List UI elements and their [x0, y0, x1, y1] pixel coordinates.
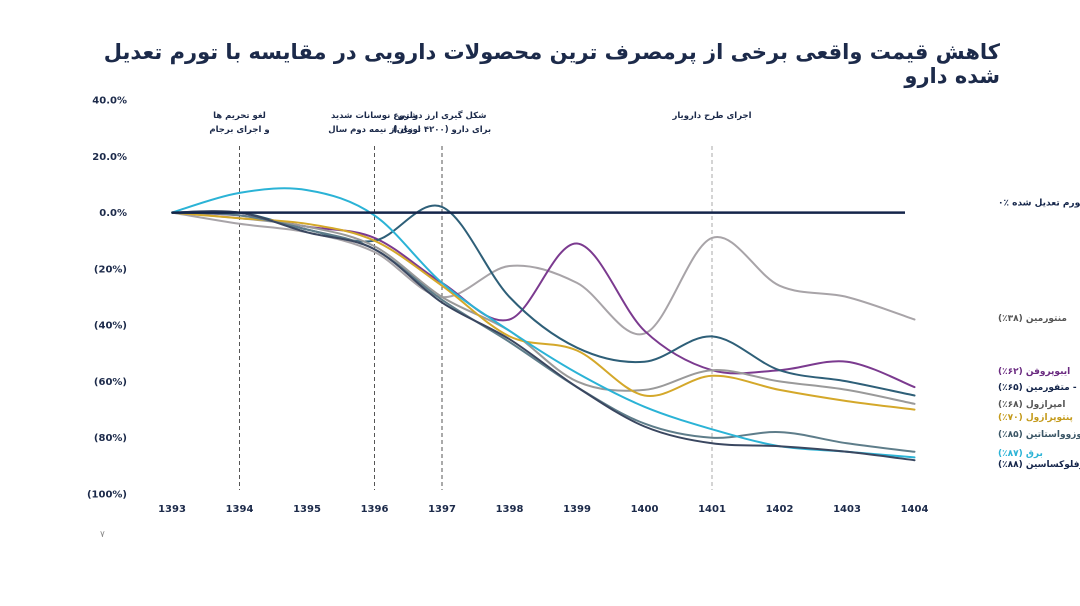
annotation-text: لغو تحریم ها: [213, 111, 266, 121]
annotations: لغو تحریم ها و اجرای برجام شروع نوسانات شد…: [209, 110, 752, 490]
y-tick-label: 0.0%: [99, 208, 127, 219]
y-tick-label: (20%): [94, 264, 127, 275]
y-tick-label: 20.0%: [92, 152, 127, 163]
series-labels: منتورمین (۳۸٪) ایبوپروفن (۶۲٪) سیتاگلیپتین…: [998, 314, 1080, 470]
series-label: امپرازول (۶۸٪): [998, 400, 1065, 410]
x-tick-label: 1394: [226, 504, 254, 515]
x-tick-label: 1404: [901, 504, 929, 515]
series-label: لووفلوکساسین (۸۸٪): [998, 460, 1080, 470]
series-line: [171, 211, 916, 411]
series-line: [171, 211, 916, 336]
x-tick-label: 1403: [833, 504, 861, 515]
x-tick-label: 1396: [361, 504, 389, 515]
annotation-text: شروع نوسانات شدید: [331, 111, 418, 121]
series-label: منتورمین (۳۸٪): [998, 314, 1067, 324]
series-line: [171, 211, 916, 453]
annotation-text: شکل گیری ارز دولتی: [398, 110, 487, 121]
y-tick-label: (60%): [94, 377, 127, 388]
x-axis: 1393 1394 1395 1396 1397 1398 1399 1400 1401 1402…: [158, 504, 928, 515]
reference-line-label: تورم تعدیل شده ٪۰: [998, 199, 1080, 209]
x-tick-label: 1395: [293, 504, 321, 515]
series-line: [171, 211, 916, 389]
annotation-text: ارزی از نیمه دوم سال: [328, 125, 421, 135]
y-tick-label: 40.0%: [92, 96, 127, 107]
x-tick-label: 1399: [563, 504, 591, 515]
x-tick-label: 1401: [698, 504, 726, 515]
y-axis: 40.0% 20.0% 0.0% (20%) (40%) (60%) (80%) (100%): [87, 96, 127, 501]
chart-title: کاهش قیمت واقعی برخی از پرمصرف ترین محصو…: [103, 40, 1000, 88]
x-tick-label: 1400: [631, 504, 659, 515]
x-tick-label: 1393: [158, 504, 186, 515]
x-tick-label: 1402: [766, 504, 794, 515]
reference-line-group: تورم تعدیل شده ٪۰: [172, 199, 1080, 214]
series-label: سیتاگلیپتین - متفورمین (۶۵٪): [998, 381, 1080, 393]
series-label: برق (۸۷٪): [998, 449, 1043, 459]
series-label: ایبوپروفن (۶۲٪): [998, 367, 1070, 377]
x-tick-label: 1397: [428, 504, 456, 515]
annotation-text: و اجرای برجام: [209, 125, 269, 135]
page-number: ۷: [100, 530, 105, 540]
series-label: روزوواستاتین (۸۵٪): [998, 430, 1080, 440]
series-label: پنتوپرازول (۷۰٪): [998, 413, 1073, 423]
y-tick-label: (100%): [87, 490, 127, 501]
x-tick-label: 1398: [496, 504, 524, 515]
series-line: [171, 211, 916, 405]
y-tick-label: (40%): [94, 321, 127, 332]
series-group: [171, 187, 916, 462]
annotation-text: برای دارو (۴۲۰۰ تومان): [393, 125, 491, 135]
annotation-text: اجرای طرح دارویار: [671, 111, 751, 121]
series-line: [171, 210, 916, 462]
y-tick-label: (80%): [94, 433, 127, 444]
